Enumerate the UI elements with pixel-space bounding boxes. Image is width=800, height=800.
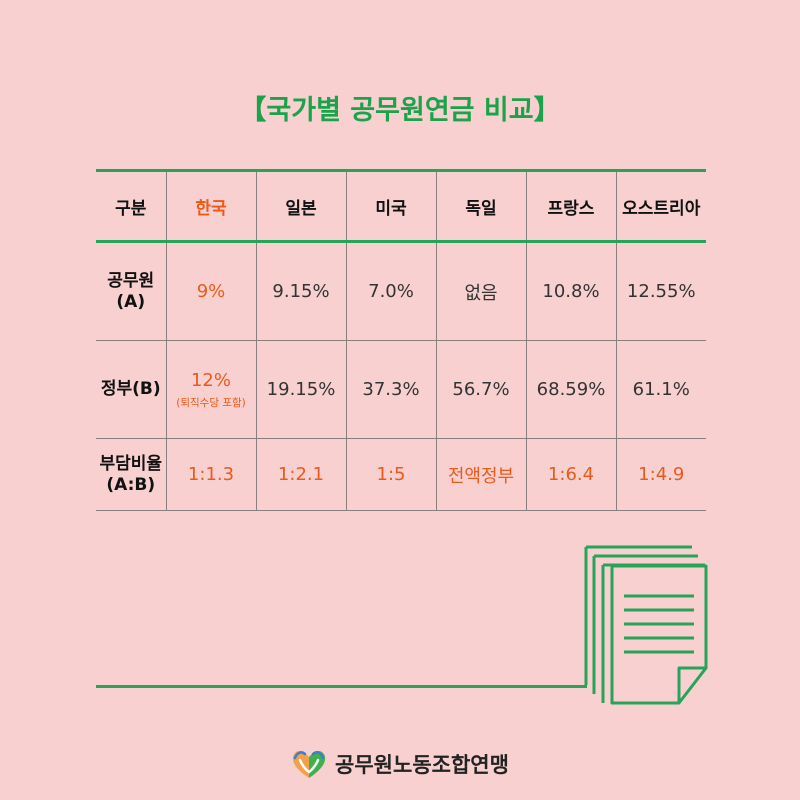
table-cell: 37.3% (345, 340, 436, 439)
document-stack-icon (584, 545, 708, 705)
row-label-employee: 공무원 (A) (96, 242, 166, 341)
page-title: 【국가별 공무원연금 비교】 (239, 95, 561, 126)
header-category: 구분 (115, 198, 147, 219)
header-france: 프랑스 (525, 170, 616, 242)
table-cell: 없음 (435, 241, 526, 341)
bottom-divider (96, 685, 587, 688)
pension-comparison-table: 구분 한국 일본 미국 독일 프랑스 오스트리아 공무원 (A) 9% 9.15… (96, 169, 706, 511)
table-cell: 10.8% (525, 241, 616, 341)
table-cell: 9.15% (255, 241, 346, 341)
row-label-line: 부담비율 (99, 453, 163, 474)
table-row: 부담비율 (A:B) 1:1.3 1:2.1 1:5 전액정부 1:6.4 1:… (96, 438, 706, 511)
row-label-line: (A) (116, 291, 146, 312)
header-korea: 한국 (165, 170, 256, 242)
table-cell: 7.0% (345, 241, 436, 341)
header-austria: 오스트리아 (615, 170, 706, 242)
row-label-ratio: 부담비율 (A:B) (96, 439, 166, 511)
table-cell: 1:5 (345, 438, 436, 511)
table-cell: 1:1.3 (165, 438, 256, 511)
table-cell: 전액정부 (435, 438, 526, 511)
table-row: 공무원 (A) 9% 9.15% 7.0% 없음 10.8% 12.55% (96, 241, 706, 341)
row-label-line: (A:B) (106, 474, 156, 495)
table-cell: 1:2.1 (255, 438, 346, 511)
footer: 공무원노동조합연맹 (0, 748, 800, 780)
table-cell: 68.59% (525, 340, 616, 439)
table-cell: 12.55% (615, 241, 706, 341)
table-row: 정부(B) 12% (퇴직수당 포함) 19.15% 37.3% 56.7% 6… (96, 340, 706, 439)
table-cell: 1:4.9 (615, 438, 706, 511)
header-japan: 일본 (255, 170, 346, 242)
org-name: 공무원노동조합연맹 (335, 753, 509, 777)
table-cell: 9% (165, 241, 256, 341)
table-cell: 56.7% (435, 340, 526, 439)
row-label-government: 정부(B) (100, 379, 161, 399)
table-header-row: 구분 한국 일본 미국 독일 프랑스 오스트리아 (96, 170, 706, 242)
table-cell: 61.1% (615, 340, 706, 439)
row-label-line: 공무원 (107, 270, 155, 291)
header-usa: 미국 (345, 170, 436, 242)
union-heart-logo (292, 750, 326, 778)
korea-note: (퇴직수당 포함) (176, 396, 246, 409)
table-cell: 1:6.4 (525, 438, 616, 511)
table-cell-value: 12% (190, 369, 231, 391)
table-cell-korea: 12% (퇴직수당 포함) (165, 340, 256, 439)
table-cell: 19.15% (255, 340, 346, 439)
header-germany: 독일 (435, 170, 526, 242)
